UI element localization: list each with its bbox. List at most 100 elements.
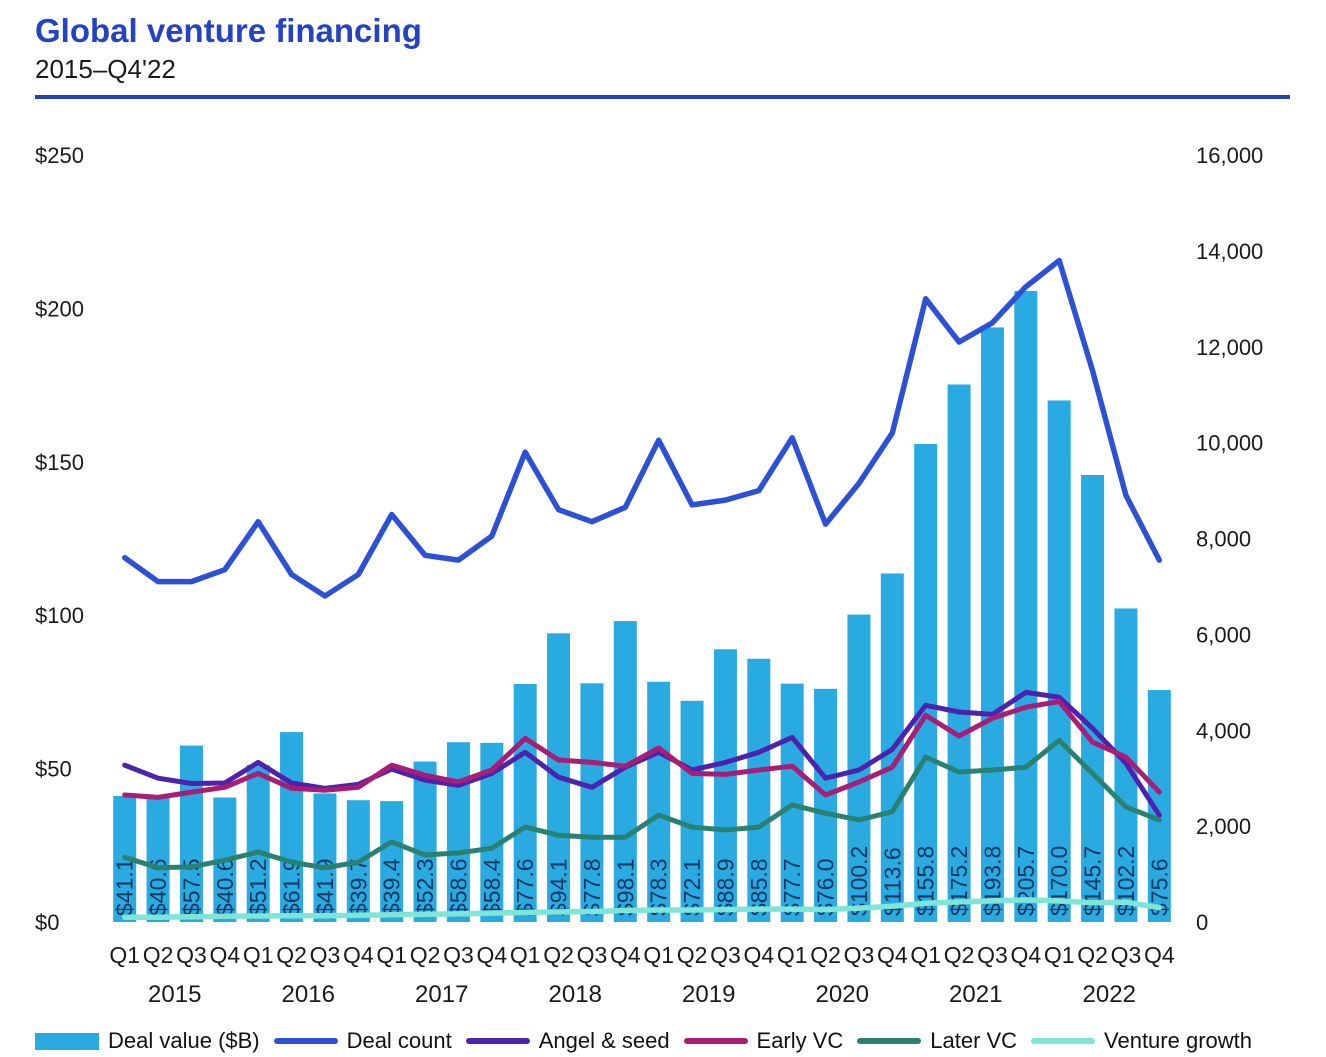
legend-item-early-vc: Early VC: [683, 1028, 843, 1054]
right-axis-tick-label: 4,000: [1196, 718, 1251, 743]
bar-value-label: $77.8: [579, 858, 605, 916]
quarter-tick-label: Q3: [1111, 942, 1142, 968]
bar-value-label: $40.6: [212, 858, 238, 916]
quarter-tick-label: Q1: [376, 942, 407, 968]
early-vc-swatch: [683, 1038, 748, 1044]
deal-value-bar: [980, 327, 1004, 922]
left-axis-tick-label: $100: [35, 603, 84, 628]
deal-value-bar: [313, 793, 337, 922]
quarter-tick-label: Q2: [810, 942, 841, 968]
quarter-tick-label: Q2: [143, 942, 174, 968]
deal-value-bar: [1014, 290, 1038, 922]
header-divider: [35, 95, 1290, 99]
bar-value-label: $58.6: [445, 858, 471, 916]
deal-value-bar: [480, 742, 504, 922]
legend-item-later-vc: Later VC: [857, 1028, 1017, 1054]
bar-value-label: $41.1: [112, 858, 138, 916]
quarter-tick-label: Q3: [176, 942, 207, 968]
quarter-tick-label: Q1: [243, 942, 274, 968]
quarter-tick-label: Q3: [977, 942, 1008, 968]
bar-value-label: $193.8: [979, 846, 1005, 916]
chart-legend: Deal value ($B) Deal count Angel & seed …: [35, 1026, 1252, 1056]
bar-value-label: $77.6: [512, 858, 538, 916]
bar-value-label: $94.1: [546, 858, 572, 916]
bar-value-label: $98.1: [612, 858, 638, 916]
deal-value-bar: [747, 658, 771, 922]
deal-value-bar: [680, 700, 704, 922]
left-axis-tick-label: $0: [35, 910, 59, 935]
year-labels: 2015 2016 2017 2018 2019 2020 2021 2022: [148, 981, 1136, 1008]
quarter-tick-label: Q1: [910, 942, 941, 968]
left-axis-tick-label: $50: [35, 757, 72, 782]
deal-value-bar: [814, 688, 838, 922]
deal-value-bar: [580, 683, 604, 922]
quarter-tick-label: Q3: [577, 942, 608, 968]
quarter-tick-label: Q3: [844, 942, 875, 968]
deal-value-bar: [947, 384, 971, 922]
quarter-tick-label: Q4: [476, 942, 507, 968]
legend-label: Venture growth: [1104, 1028, 1252, 1053]
bar-value-label: $39.7: [345, 858, 371, 916]
quarter-tick-label: Q2: [677, 942, 708, 968]
page-header: Global venture financing 2015–Q4'22: [35, 12, 1290, 85]
left-axis-tick-label: $250: [35, 143, 84, 168]
bar-value-label: $78.3: [646, 858, 672, 916]
right-axis-tick-label: 14,000: [1196, 239, 1263, 264]
legend-item-venture-growth: Venture growth: [1031, 1028, 1252, 1054]
year-label: 2022: [1083, 981, 1136, 1008]
deal-value-bar: [246, 764, 270, 922]
quarter-tick-label: Q4: [743, 942, 774, 968]
deal-value-bar: [647, 681, 671, 922]
legend-label: Deal value ($B): [108, 1028, 260, 1053]
line-early-vc: [122, 699, 1162, 800]
bar-value-label: $39.4: [379, 858, 405, 916]
right-axis-tick-label: 12,000: [1196, 335, 1263, 360]
line-deal-count: [121, 257, 1163, 599]
year-label: 2021: [949, 981, 1002, 1008]
quarter-tick-label: Q3: [443, 942, 474, 968]
legend-label: Angel & seed: [538, 1028, 670, 1053]
deal-value-swatch: [35, 1032, 99, 1050]
quarter-tick-label: Q4: [343, 942, 374, 968]
year-label: 2016: [282, 981, 335, 1008]
deal-value-bar: [713, 649, 737, 922]
deal-value-bar: [613, 621, 637, 922]
legend-label: Deal count: [346, 1028, 452, 1053]
right-axis-tick-label: 10,000: [1196, 431, 1263, 456]
left-axis: $0 $50 $100 $150 $200 $250: [35, 143, 84, 935]
quarter-tick-label: Q1: [510, 942, 541, 968]
deal-value-bar: [380, 801, 404, 922]
bar-value-label: $170.0: [1046, 846, 1072, 916]
legend-label: Later VC: [930, 1028, 1018, 1053]
bar-value-label: $175.2: [946, 846, 972, 916]
year-label: 2018: [549, 981, 602, 1008]
year-label: 2017: [415, 981, 468, 1008]
quarter-tick-label: Q1: [643, 942, 674, 968]
bar-value-label: $51.2: [245, 858, 271, 916]
page-subtitle: 2015–Q4'22: [35, 54, 176, 84]
deal-value-bar: [914, 444, 938, 922]
bar-value-label: $58.4: [479, 858, 505, 916]
line-venture-growth: [121, 897, 1163, 920]
bar-value-label: $205.7: [1013, 846, 1039, 916]
year-label: 2019: [682, 981, 735, 1008]
line-angel-seed: [122, 689, 1162, 818]
right-axis-tick-label: 6,000: [1196, 622, 1251, 647]
quarter-tick-label: Q3: [310, 942, 341, 968]
year-label: 2015: [148, 981, 201, 1008]
deal-value-bar: [446, 742, 470, 922]
quarter-tick-label: Q2: [410, 942, 441, 968]
right-axis-tick-label: 0: [1196, 910, 1208, 935]
right-axis-tick-label: 8,000: [1196, 527, 1251, 552]
quarter-tick-label: Q2: [543, 942, 574, 968]
legend-item-deal-value: Deal value ($B): [35, 1028, 260, 1054]
legend-item-angel-seed: Angel & seed: [465, 1028, 670, 1054]
line-later-vc: [122, 737, 1162, 871]
angel-seed-swatch: [465, 1038, 530, 1044]
deal-value-bar: [146, 797, 170, 922]
venture-growth-swatch: [1031, 1038, 1096, 1044]
bar-value-label: $72.1: [679, 858, 705, 916]
quarter-tick-label: Q1: [777, 942, 808, 968]
quarter-tick-label: Q4: [877, 942, 908, 968]
